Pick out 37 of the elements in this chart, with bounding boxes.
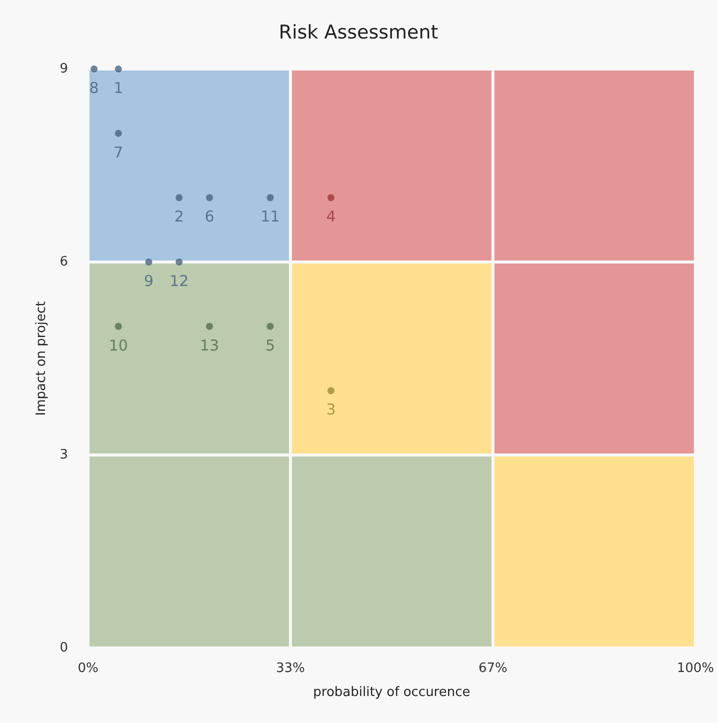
point (145, 258, 152, 266)
x-axis-title: probability of occurence (313, 685, 470, 700)
series-label: 11 (260, 208, 280, 226)
point (114, 322, 122, 330)
point (176, 258, 183, 266)
point (206, 194, 213, 202)
series-label: 8 (89, 79, 99, 97)
point (266, 322, 274, 330)
y-tick-label: 9 (60, 62, 68, 76)
point (114, 66, 122, 72)
point (114, 130, 122, 137)
series-label: 2 (174, 208, 184, 226)
series-label: 3 (326, 400, 336, 419)
x-tick-label: 0% (78, 661, 98, 676)
series-label: 10 (108, 336, 128, 354)
series-label: 5 (265, 336, 275, 354)
point (327, 194, 334, 202)
x-tick-label: 33% (276, 661, 305, 676)
point (176, 194, 183, 202)
point (206, 322, 213, 330)
x-tick-label: 67% (478, 661, 508, 676)
series-label: 9 (144, 272, 154, 290)
series-label: 12 (170, 272, 189, 290)
series-label: 13 (200, 336, 220, 354)
x-tick-label: 100% (676, 661, 714, 676)
y-tick-label: 0 (60, 640, 68, 656)
chart-title: Risk Assessment (278, 22, 438, 44)
point (327, 387, 334, 394)
series-label: 1 (114, 79, 124, 97)
point (266, 194, 274, 202)
series-label: 4 (326, 208, 336, 226)
y-tick-label: 3 (60, 448, 68, 462)
series-label: 6 (204, 208, 214, 226)
y-tick-label: 6 (60, 254, 68, 270)
point (90, 66, 98, 72)
y-axis-title: Impact on project (34, 301, 49, 416)
series-label: 7 (114, 143, 124, 162)
